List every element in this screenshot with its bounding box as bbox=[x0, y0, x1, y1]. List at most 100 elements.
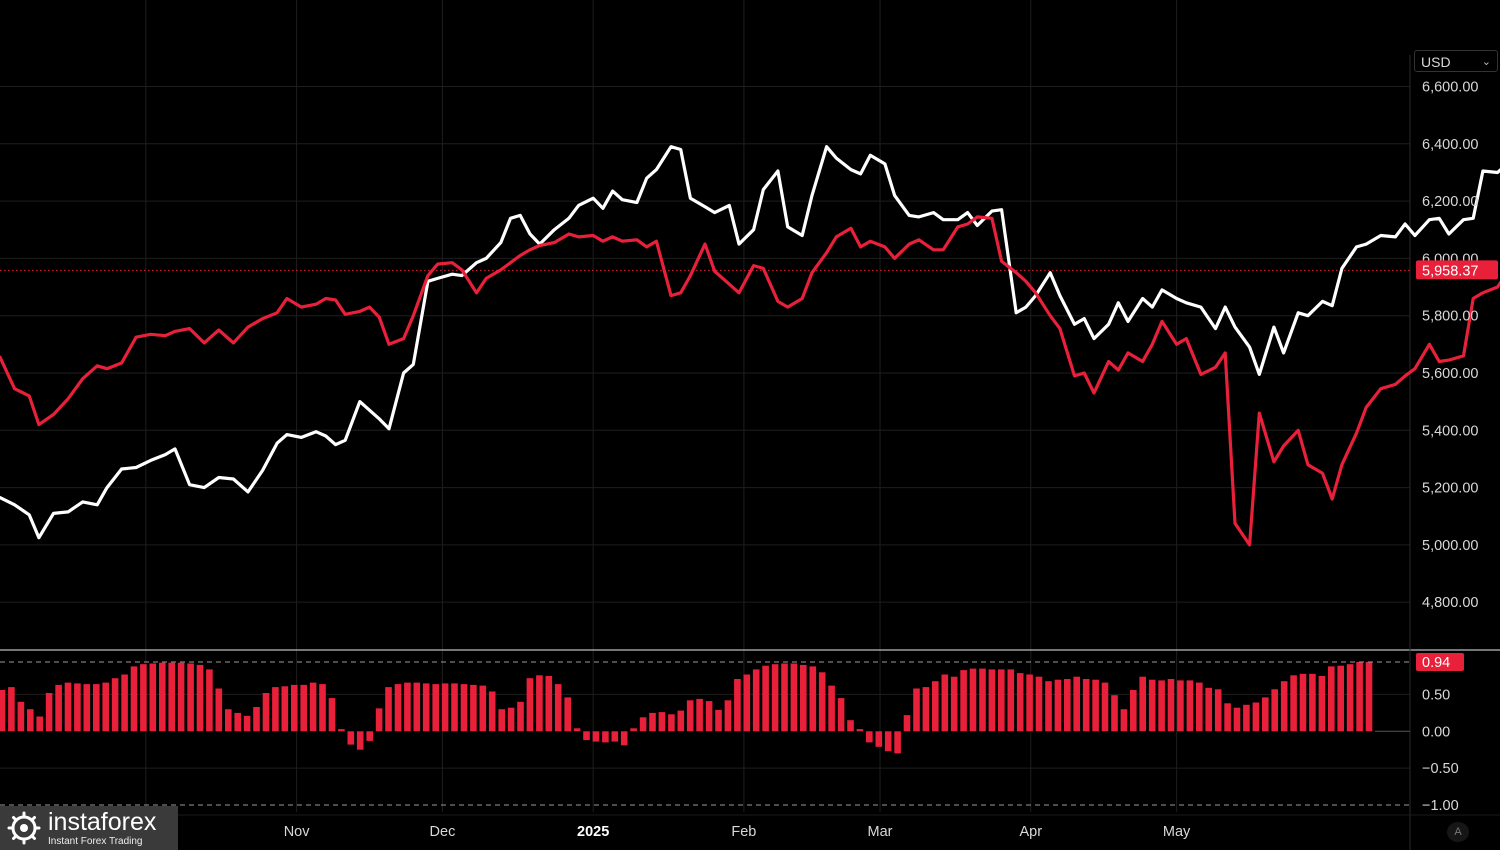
osc-bar bbox=[1158, 680, 1165, 732]
osc-bar bbox=[1120, 709, 1128, 732]
price-tick-label: 5,200.00 bbox=[1422, 481, 1478, 497]
osc-bar bbox=[130, 666, 138, 732]
price-tick-label: 6,200.00 bbox=[1422, 194, 1478, 210]
osc-bar bbox=[611, 731, 619, 742]
osc-bar bbox=[234, 712, 241, 732]
osc-bar bbox=[847, 720, 854, 732]
osc-bar bbox=[941, 674, 949, 732]
osc-bar bbox=[809, 666, 817, 732]
osc-bar bbox=[177, 662, 185, 732]
osc-bar bbox=[121, 674, 128, 732]
osc-bar bbox=[1328, 666, 1335, 732]
oscillator-axis[interactable]: 0.50 0.00 −0.50 −1.00 0.94 bbox=[1416, 653, 1464, 814]
price-panel[interactable] bbox=[0, 145, 1500, 547]
osc-bar bbox=[319, 684, 326, 732]
osc-bar bbox=[1007, 669, 1015, 732]
price-axis[interactable]: 6,600.006,400.006,200.006,000.005,800.00… bbox=[1416, 80, 1498, 612]
last-price-label: 5,958.37 bbox=[1422, 263, 1478, 279]
osc-bar bbox=[1290, 675, 1297, 732]
time-tick-label: Nov bbox=[284, 824, 311, 840]
oscillator-panel[interactable] bbox=[0, 661, 1410, 806]
auto-scale-button[interactable]: A bbox=[1447, 822, 1469, 842]
osc-bar bbox=[545, 676, 553, 732]
osc-tick-label: −0.50 bbox=[1422, 761, 1459, 777]
osc-bar bbox=[507, 707, 515, 732]
osc-bar bbox=[696, 698, 703, 732]
osc-bar bbox=[1035, 676, 1043, 732]
osc-bar bbox=[668, 714, 675, 732]
osc-bar bbox=[620, 731, 628, 746]
osc-bar bbox=[1252, 702, 1260, 732]
osc-bar bbox=[45, 693, 53, 732]
osc-bar bbox=[752, 669, 760, 732]
osc-bar bbox=[498, 709, 505, 732]
osc-bar bbox=[375, 708, 383, 732]
osc-bar bbox=[724, 700, 732, 732]
osc-bar bbox=[347, 731, 355, 745]
osc-bar bbox=[55, 684, 62, 732]
auto-scale-label: A bbox=[1454, 826, 1462, 838]
osc-bar bbox=[441, 683, 449, 732]
osc-bar bbox=[385, 687, 392, 732]
osc-bar bbox=[83, 684, 91, 732]
osc-bar bbox=[356, 731, 364, 750]
osc-bar bbox=[404, 682, 411, 732]
osc-bar bbox=[1026, 674, 1033, 732]
osc-bar bbox=[262, 693, 270, 732]
logo-icon bbox=[7, 811, 41, 845]
osc-bar bbox=[517, 701, 524, 732]
osc-last-tag bbox=[1416, 653, 1464, 671]
price-tick-label: 5,600.00 bbox=[1422, 366, 1478, 382]
osc-tick-label: 0.00 bbox=[1422, 724, 1450, 740]
osc-bar bbox=[828, 685, 835, 732]
osc-bar bbox=[894, 731, 901, 754]
time-tick-label: Dec bbox=[430, 824, 456, 840]
osc-bar bbox=[1271, 689, 1278, 732]
osc-bar bbox=[960, 670, 967, 732]
osc-bar bbox=[1318, 676, 1326, 732]
osc-bar bbox=[536, 675, 543, 732]
osc-bar bbox=[1177, 680, 1184, 732]
osc-bar bbox=[639, 717, 647, 732]
osc-bar bbox=[1365, 662, 1373, 732]
time-axis[interactable]: OctNovDec2025FebMarAprMay bbox=[135, 824, 1191, 840]
osc-bar bbox=[875, 731, 883, 747]
osc-bar bbox=[969, 668, 977, 732]
osc-bar bbox=[366, 731, 373, 741]
osc-bar bbox=[8, 687, 15, 732]
osc-bar bbox=[988, 669, 996, 732]
price-tick-label: 4,800.00 bbox=[1422, 595, 1478, 611]
osc-bar bbox=[781, 663, 788, 732]
osc-bar bbox=[272, 687, 279, 732]
currency-value: USD bbox=[1421, 54, 1451, 70]
osc-bar bbox=[790, 663, 798, 732]
osc-bar bbox=[715, 709, 722, 732]
osc-bar bbox=[979, 668, 986, 732]
osc-bar bbox=[64, 682, 72, 732]
price-tick-label: 5,000.00 bbox=[1422, 538, 1478, 554]
red-series-line[interactable] bbox=[0, 215, 1500, 547]
osc-bar bbox=[300, 684, 307, 732]
osc-bar bbox=[328, 698, 336, 732]
time-tick-label: Feb bbox=[731, 824, 756, 840]
osc-bar bbox=[1186, 680, 1194, 732]
osc-bar bbox=[903, 715, 911, 732]
osc-bar bbox=[1045, 681, 1052, 732]
currency-selector[interactable]: USD ⌄ bbox=[1414, 50, 1498, 72]
osc-bar bbox=[1299, 673, 1307, 732]
osc-bar bbox=[1346, 664, 1354, 732]
osc-bar bbox=[771, 664, 779, 732]
osc-bar bbox=[884, 731, 892, 752]
osc-bar bbox=[281, 686, 289, 732]
osc-bar bbox=[734, 679, 741, 732]
osc-bar bbox=[74, 683, 81, 732]
osc-bar bbox=[460, 684, 468, 732]
white-series-line[interactable] bbox=[0, 145, 1500, 540]
osc-bar bbox=[592, 731, 600, 742]
osc-bar bbox=[998, 669, 1005, 732]
osc-bar bbox=[196, 664, 204, 732]
osc-bar bbox=[140, 664, 147, 732]
osc-bar bbox=[149, 663, 157, 732]
